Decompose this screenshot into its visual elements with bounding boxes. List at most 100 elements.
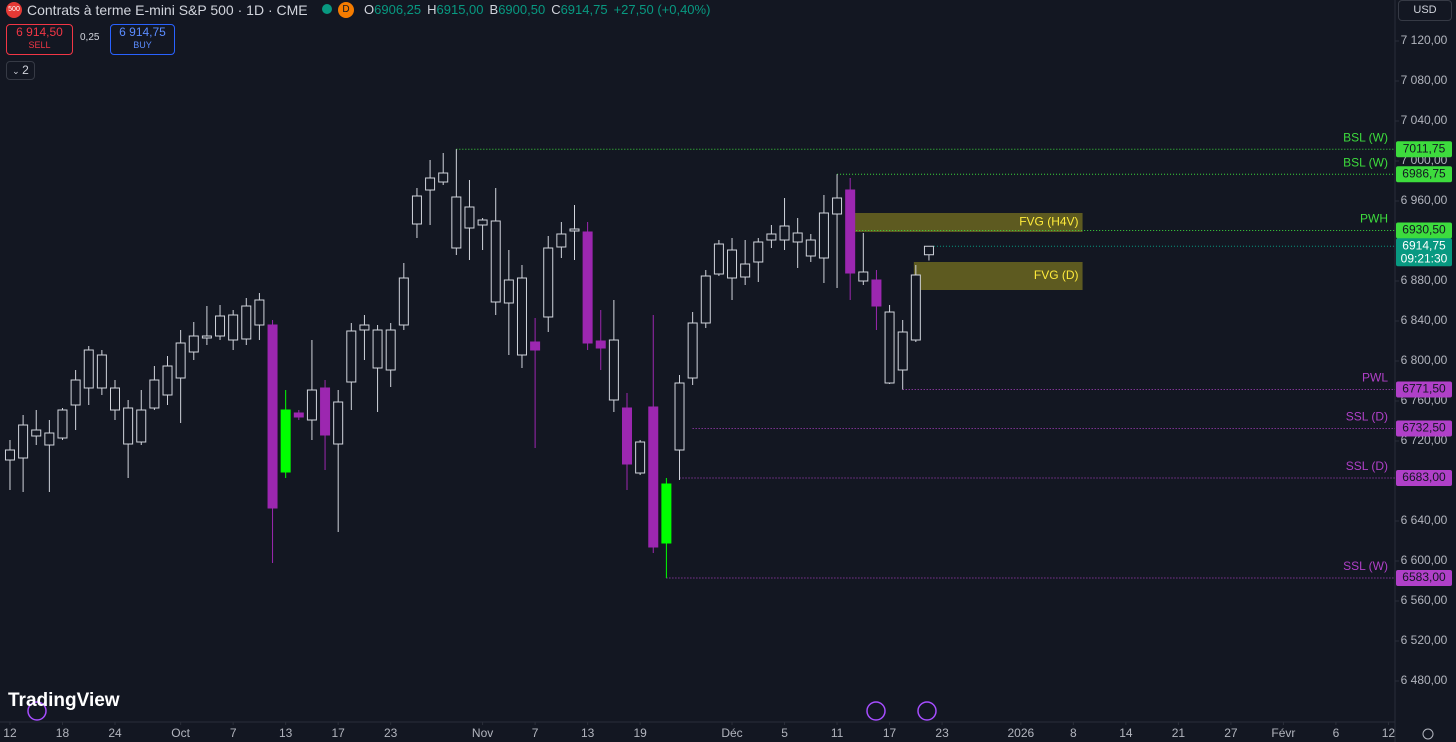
candle-body [779,225,790,241]
x-tick-label: 5 [781,726,788,740]
candle-body [477,219,488,226]
x-tick-label: 13 [581,726,595,740]
ohlc-key: B [489,2,499,17]
level-label: PWL [1362,371,1388,385]
candle-body [411,195,422,225]
y-tick-label: 6 840,00 [1401,313,1448,327]
y-tick-label: 7 120,00 [1401,33,1448,47]
x-tick-label: 19 [633,726,647,740]
candle-body [18,424,29,459]
level-price: 6583,00 [1402,570,1446,584]
logo: TradingView [8,690,120,711]
candle-body [543,247,554,318]
candle-body [425,177,436,191]
currency[interactable]: USD [1398,0,1452,21]
candle-body [31,429,42,437]
candle-body [346,330,357,383]
level-price: 6930,50 [1402,223,1446,237]
x-tick-label: 13 [279,726,293,740]
y-tick-label: 6 560,00 [1401,593,1448,607]
fvg-zone [913,262,1083,290]
candle-body [149,379,160,409]
y-tick-label: 6 640,00 [1401,513,1448,527]
indicators-toggle[interactable]: ⌄ 2 [6,61,35,80]
candle-body [897,331,908,371]
fvg-label: FVG (H4V) [1019,215,1078,229]
candle-body [516,277,527,356]
candle-body [96,354,107,389]
level-tag [1396,381,1452,398]
candle-body [503,279,514,304]
level-label: BSL (W) [1343,130,1388,144]
level-tag [1396,570,1452,586]
buy-label: BUY [133,40,152,50]
candle-body [438,172,449,183]
level-label: SSL (W) [1343,559,1388,573]
event-icon [866,701,886,721]
candle-body [175,342,186,379]
level-label: BSL (W) [1343,155,1388,169]
buy-button[interactable]: 6 914,75 BUY [110,24,175,55]
event-icon [27,701,47,721]
level-price: 6683,00 [1402,470,1446,484]
level-tag [1396,222,1452,239]
candle-body [766,233,777,241]
candle-body [622,407,633,465]
x-tick-label: 18 [56,726,70,740]
x-tick-label: Nov [472,726,493,740]
event-icon [917,701,937,721]
candle-body [385,329,396,371]
x-tick-label: Oct [171,726,190,740]
candle-body [910,274,921,341]
x-tick-label: 6 [1333,726,1340,740]
candle-body [818,212,829,259]
level-tag [1396,166,1452,183]
candle-body [320,387,331,436]
x-tick-label: 17 [883,726,897,740]
candle-body [648,406,659,548]
level-tag [1396,141,1452,158]
candle-body [687,322,698,379]
y-tick-label: 6 520,00 [1401,633,1448,647]
candle-body [595,340,606,349]
x-tick-label: 17 [332,726,346,740]
x-tick-label: 8 [1070,726,1077,740]
x-tick-label: 7 [532,726,539,740]
candle-body [569,228,580,232]
candle-body [70,379,81,406]
ohlc-value: 6900,50 [498,2,546,17]
candle-body [674,382,685,451]
x-tick-label: 24 [108,726,122,740]
sell-button[interactable]: 6 914,50 SELL [6,24,73,55]
y-tick-label: 7 080,00 [1401,73,1448,87]
x-tick-label: 21 [1172,726,1186,740]
x-tick-label: 27 [1224,726,1238,740]
ohlc-value: 6914,75 [560,2,608,17]
ohlc-key: H [427,2,437,17]
candle-body [530,341,541,351]
sell-price: 6 914,50 [16,25,63,39]
candle-body [228,314,239,341]
x-tick-label: 2026 [1007,726,1034,740]
y-tick-label: 6 880,00 [1401,273,1448,287]
ohlc-value: 6906,25 [374,2,422,17]
candle-body [635,441,646,474]
level-price: 6986,75 [1402,166,1446,180]
y-tick-label: 6 800,00 [1401,353,1448,367]
candle-body [884,311,895,384]
ohlc-key: C [551,2,561,17]
candle-body [201,335,212,339]
x-tick-label: Févr [1271,726,1295,740]
candle-body [333,401,344,445]
spread: 0,25 [80,32,100,43]
candle-body [57,409,68,439]
level-price: 6732,50 [1402,421,1446,435]
candle-body [858,271,869,282]
candle-body [661,483,672,544]
y-tick-label: 6 600,00 [1401,553,1448,567]
symbol-title[interactable]: Contrats à terme E-mini S&P 500 · 1D · C… [27,2,308,18]
buy-price: 6 914,75 [119,25,166,39]
candle-body [83,349,94,389]
candle-body [136,409,147,443]
